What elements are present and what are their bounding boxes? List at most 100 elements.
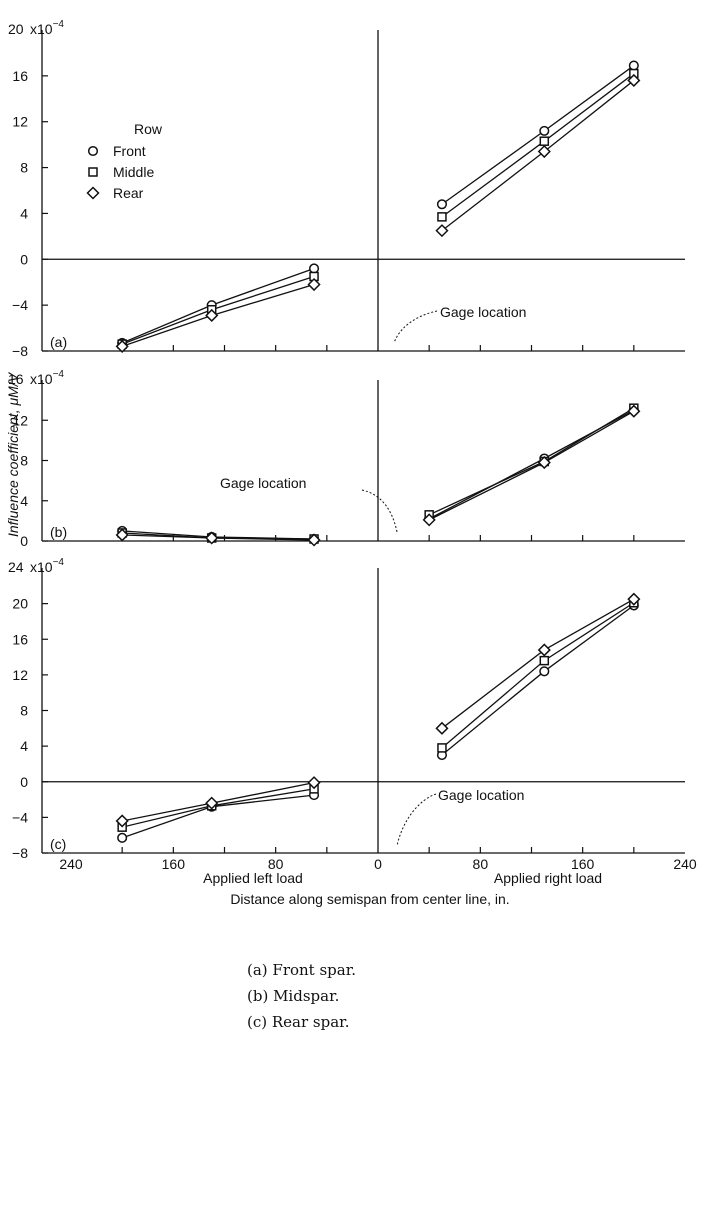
gage-location-annotation: Gage location xyxy=(220,475,398,533)
front-series-line-right xyxy=(441,65,635,205)
left-load-label: Applied left load xyxy=(203,870,303,886)
rear-data-point xyxy=(307,277,321,292)
legend-entry-rear: Rear xyxy=(113,185,144,201)
chart-panel-c: −8 −4 0 4 8 12 16 20 24 x10−4 (c) xyxy=(8,557,685,861)
y-tick-label: 8 xyxy=(20,703,28,719)
y-tick-label: 8 xyxy=(20,453,28,469)
y-scale-exponent: x10−4 xyxy=(30,369,64,387)
front-data-point xyxy=(628,60,639,71)
middle-data-point xyxy=(539,655,550,666)
y-scale-exponent-power: −4 xyxy=(53,369,65,380)
rear-data-point xyxy=(115,528,129,542)
x-tick-label: 160 xyxy=(571,856,595,872)
rear-data-point xyxy=(627,592,641,606)
y-tick-label: 0 xyxy=(20,533,28,549)
rear-data-point xyxy=(115,814,129,828)
x-tick-label: 80 xyxy=(473,856,489,872)
front-data-point xyxy=(436,199,448,210)
rear-data-point xyxy=(537,144,551,159)
rear-data-point xyxy=(435,721,449,735)
panel-label: (a) xyxy=(50,334,67,350)
y-scale-exponent-power: −4 xyxy=(53,19,65,30)
front-series-line-right xyxy=(441,604,635,756)
rear-data-point xyxy=(435,224,449,238)
y-scale-label: 20 xyxy=(8,21,24,37)
chart-panel-a: −8 −4 0 4 8 12 16 20 x10−4 (a) xyxy=(8,19,685,359)
middle-data-point xyxy=(437,743,447,753)
y-tick-label: 8 xyxy=(20,160,28,176)
x-axis-label: Distance along semispan from center line… xyxy=(230,891,509,907)
front-data-point xyxy=(539,125,550,136)
y-scale-label: 24 xyxy=(8,559,24,575)
y-tick-label: 16 xyxy=(12,68,28,84)
y-tick-label: 0 xyxy=(20,251,28,267)
front-data-point xyxy=(539,666,550,677)
y-scale-exponent: x10−4 xyxy=(30,557,64,575)
y-tick-label: 12 xyxy=(12,114,28,130)
legend-entry-front: Front xyxy=(113,143,146,159)
y-tick-label: −8 xyxy=(12,845,28,861)
middle-series-line-right xyxy=(428,407,635,516)
rear-data-point xyxy=(537,643,551,657)
middle-series-line-right xyxy=(441,602,635,749)
front-series-line-left xyxy=(121,267,315,344)
y-tick-label: 4 xyxy=(20,205,28,221)
rear-data-point xyxy=(307,776,321,790)
rear-data-point xyxy=(205,796,219,810)
rear-data-point xyxy=(205,308,219,323)
gage-location-label: Gage location xyxy=(438,787,524,803)
legend-front-marker xyxy=(87,145,99,157)
rear-data-point xyxy=(205,531,219,545)
legend-title: Row xyxy=(134,121,163,137)
y-tick-label: 16 xyxy=(12,631,28,647)
x-tick-label: 160 xyxy=(162,856,186,872)
legend-entry-middle: Middle xyxy=(113,164,154,180)
rear-series-line-left xyxy=(122,534,315,541)
rear-data-point xyxy=(422,513,436,527)
y-scale-exponent: x10−4 xyxy=(30,19,64,37)
middle-series-line-left xyxy=(121,275,315,345)
caption-a: (a) Front spar. xyxy=(247,961,357,979)
y-tick-label: 12 xyxy=(12,667,28,683)
gage-location-label: Gage location xyxy=(220,475,306,491)
caption-c: (c) Rear spar. xyxy=(247,1013,350,1031)
y-tick-label: 4 xyxy=(20,493,28,509)
front-data-point xyxy=(117,832,128,843)
rear-data-point xyxy=(627,404,641,418)
gage-location-annotation: Gage location xyxy=(393,304,526,344)
x-tick-label: 0 xyxy=(374,856,382,872)
y-tick-label: −4 xyxy=(12,297,28,313)
rear-data-point xyxy=(627,73,641,88)
y-scale-exponent-power: −4 xyxy=(53,557,65,568)
y-tick-label: −8 xyxy=(12,343,28,359)
gage-location-label: Gage location xyxy=(440,304,526,320)
y-tick-label: 20 xyxy=(12,596,28,612)
y-tick-label: −4 xyxy=(12,809,28,825)
right-load-label: Applied right load xyxy=(494,870,602,886)
gage-leader-line xyxy=(393,310,438,344)
middle-data-point xyxy=(539,136,550,146)
caption-b: (b) Midspar. xyxy=(247,987,340,1005)
rear-series-line-right xyxy=(441,79,635,232)
y-axis-label: Influence coefficient, μM/V xyxy=(5,371,21,537)
y-scale-label: 16 xyxy=(8,371,24,387)
middle-data-point xyxy=(437,212,447,222)
chart-panel-b: 0 4 8 12 16 x10−4 (b) xyxy=(8,369,685,549)
legend-rear-marker xyxy=(86,186,100,200)
rear-data-point xyxy=(307,533,321,547)
rear-data-point xyxy=(115,339,129,353)
x-tick-label: 240 xyxy=(59,856,83,872)
panel-label: (c) xyxy=(50,836,66,852)
rear-series-line-left xyxy=(122,782,315,822)
x-tick-label: 80 xyxy=(268,856,284,872)
panel-label: (b) xyxy=(50,524,67,540)
y-tick-label: 0 xyxy=(20,774,28,790)
x-tick-label: 240 xyxy=(673,856,697,872)
rear-data-point xyxy=(537,455,551,470)
y-tick-label: 12 xyxy=(12,412,28,428)
legend-middle-marker xyxy=(88,167,98,177)
legend: Row Front Middle Rear xyxy=(86,121,163,201)
gage-location-annotation: Gage location xyxy=(396,787,524,847)
middle-series-line-right xyxy=(441,73,635,218)
